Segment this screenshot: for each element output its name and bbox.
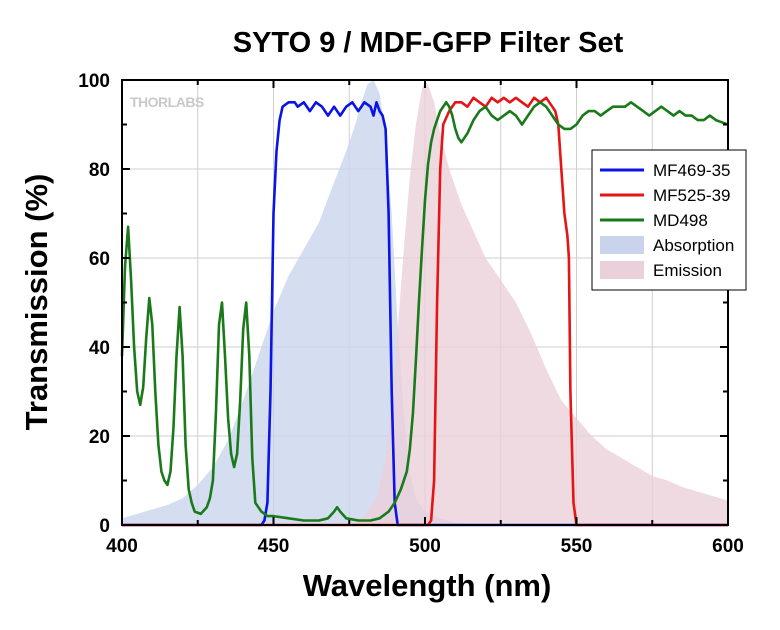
x-tick-label: 400 bbox=[106, 536, 138, 557]
series-mf469-35-line bbox=[122, 101, 728, 527]
y-tick-label: 60 bbox=[89, 249, 110, 270]
y-tick-label: 100 bbox=[78, 71, 110, 92]
x-tick-label: 600 bbox=[712, 536, 744, 557]
line-series-layer bbox=[120, 96, 729, 527]
y-tick-label: 20 bbox=[89, 427, 110, 448]
y-tick-label: 40 bbox=[89, 338, 110, 359]
legend-label-emission: Emission bbox=[653, 261, 722, 280]
legend-swatch-absorption bbox=[600, 236, 644, 254]
series-md498-line bbox=[120, 101, 729, 522]
chart-title: SYTO 9 / MDF-GFP Filter Set bbox=[233, 27, 624, 59]
axis-ticks: 400 450 500 550 600 0 20 40 60 80 100 bbox=[78, 71, 744, 557]
y-tick-label: 0 bbox=[99, 516, 110, 537]
series-absorption-area bbox=[122, 80, 728, 525]
legend-label-md498: MD498 bbox=[653, 211, 708, 230]
thorlabs-watermark: THORLABS bbox=[130, 94, 204, 110]
x-tick-label: 450 bbox=[258, 536, 290, 557]
y-axis-label: Transmission (%) bbox=[19, 174, 54, 431]
series-emission-area bbox=[349, 80, 728, 525]
legend-label-mf525-39: MF525-39 bbox=[653, 186, 730, 205]
y-tick-label: 80 bbox=[89, 160, 110, 181]
x-axis-label: Wavelength (nm) bbox=[303, 568, 552, 603]
legend-label-absorption: Absorption bbox=[653, 236, 734, 255]
x-tick-label: 500 bbox=[409, 536, 441, 557]
x-tick-label: 550 bbox=[561, 536, 593, 557]
area-series-layer bbox=[122, 80, 728, 525]
legend-swatch-emission bbox=[600, 261, 644, 279]
series-mf525-39-line bbox=[122, 96, 728, 527]
legend: MF469-35 MF525-39 MD498 Absorption Emission bbox=[591, 149, 747, 291]
legend-label-mf469-35: MF469-35 bbox=[653, 161, 730, 180]
